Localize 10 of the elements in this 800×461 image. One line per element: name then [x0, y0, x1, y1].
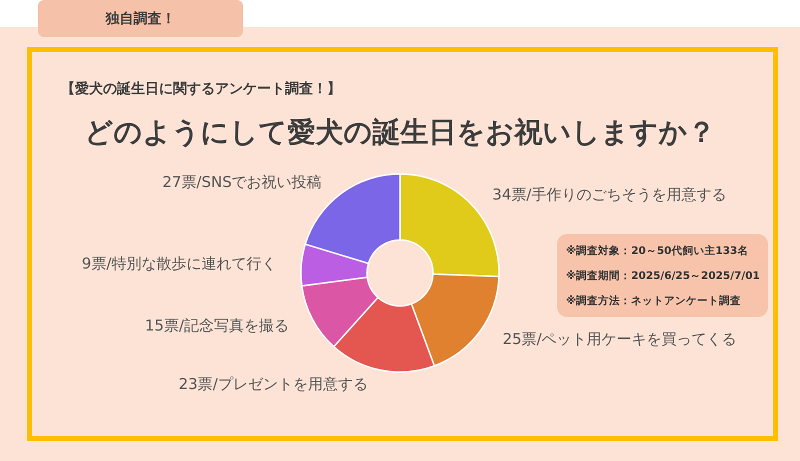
chart-title: どのようにして愛犬の誕生日をお祝いしますか？ [84, 116, 716, 148]
slice-label: 9票/特別な散歩に連れて行く [82, 254, 276, 273]
slice-label: 34票/手作りのごちそうを用意する [492, 186, 726, 204]
slice-label: 15票/記念写真を撮る [144, 316, 289, 335]
slice-label: 27票/SNSでお祝い投稿 [162, 173, 322, 192]
info-box: ※調査対象：20～50代飼い主133名 ※調査期間：2025/6/25～2025/7/01 ※調査方法：ネットアンケート調査 [557, 234, 768, 317]
slice-label: 25票/ペット用ケーキを買ってくる [502, 330, 737, 348]
slice-label: 23票/プレゼントを用意する [178, 374, 368, 393]
tab: 独自調査！ [38, 0, 243, 37]
chart-subtitle: 【愛犬の誕生日に関するアンケート調査！】 [61, 80, 341, 97]
